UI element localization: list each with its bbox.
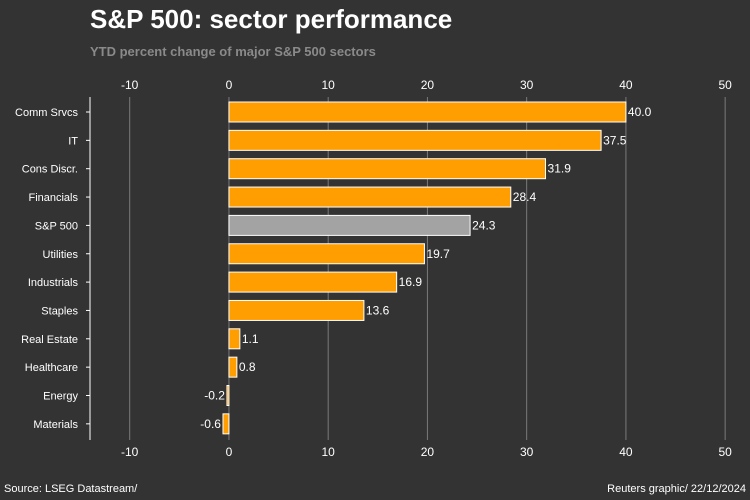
value-label: 16.9 [399,275,423,289]
category-label: Financials [28,192,78,204]
x-tick-label-bottom: 10 [322,445,336,459]
value-label: 1.1 [242,332,259,346]
category-axis [86,97,91,440]
x-tick-label-bottom: 20 [421,445,435,459]
value-label: 24.3 [472,218,496,232]
value-label: 0.8 [239,360,256,374]
x-tick-label-top: 10 [322,78,336,92]
x-tick-label-bottom: 40 [619,445,633,459]
bar-financials [228,186,512,208]
category-label: Industrials [28,277,79,289]
bar-utilities [228,243,425,265]
category-label: Healthcare [25,362,78,374]
x-tick-label-top: 30 [520,78,534,92]
x-tick-label-top: 50 [718,78,732,92]
chart-title: S&P 500: sector performance [90,4,453,34]
category-label: Utilities [43,249,79,261]
category-label: IT [68,135,78,147]
category-label: S&P 500 [35,220,78,232]
category-label: Comm Srvcs [15,107,78,119]
bars [222,101,627,435]
grid-lines [129,97,726,440]
x-tick-label-bottom: 0 [226,445,233,459]
x-tick-label-top: -10 [121,78,139,92]
value-label: 31.9 [548,162,572,176]
value-labels: 40.037.5 31.9 28.4 24.3 19.716.9 13.6 1.1 0.8 -0… [200,105,651,431]
value-label: 19.7 [426,247,450,261]
category-label: Energy [43,391,78,403]
x-tick-label-top: 40 [619,78,633,92]
bar-healthcare [228,356,238,378]
bar-energy [226,385,230,406]
category-label: Cons Discr. [22,164,78,176]
category-labels: Comm Srvcs IT Cons Discr. Financials S&P 500… [15,107,78,431]
category-label: Real Estate [21,334,78,346]
x-tick-label-top: 20 [421,78,435,92]
bar-industrials [228,271,398,293]
value-label: 13.6 [366,303,390,317]
credit-note: Reuters graphic/ 22/12/2024 [607,483,746,495]
category-label: Materials [33,419,78,431]
chart-subtitle: YTD percent change of major S&P 500 sect… [90,44,376,59]
x-ticks-bottom: -10 0 10 20 30 40 50 [121,445,732,459]
x-tick-label-bottom: 30 [520,445,534,459]
value-label: -0.2 [204,389,225,403]
value-label: 40.0 [628,105,652,119]
bar-chart: 40.037.5 31.9 28.4 24.3 19.716.9 13.6 1.1 0.8 -0… [15,78,732,459]
bar-comm-srvcs [228,101,627,123]
x-tick-label-top: 0 [226,78,233,92]
bar-staples [228,299,365,321]
x-ticks-top: -10 0 10 20 30 40 50 [121,78,732,92]
bar-cons-discr [228,158,547,180]
x-tick-label-bottom: -10 [121,445,139,459]
x-tick-label-bottom: 50 [718,445,732,459]
source-note: Source: LSEG Datastream/ [4,483,138,495]
bar-materials [222,413,230,435]
bar-it [228,129,602,151]
category-label: Staples [41,305,78,317]
bar-real-estate [228,328,241,350]
value-label: -0.6 [200,417,221,431]
value-label: 28.4 [513,190,537,204]
value-label: 37.5 [603,133,627,147]
bar-s-p-500 [228,214,471,236]
